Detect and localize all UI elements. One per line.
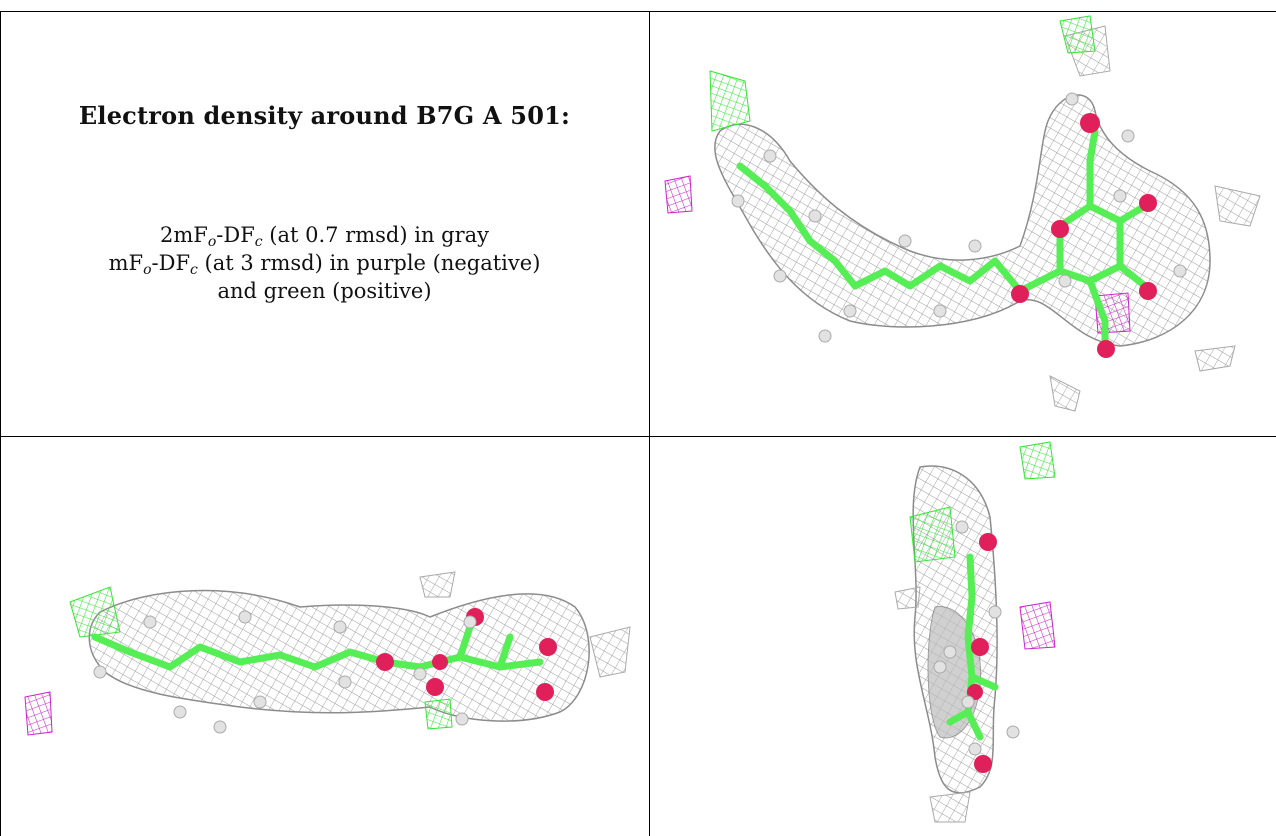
gray-density-mesh [714, 94, 1211, 347]
map-legend: 2mFo-DFc (at 0.7 rmsd) in gray mFo-DFc (… [0, 221, 649, 305]
table-divider-vertical [649, 11, 650, 836]
density-view-front [650, 11, 1276, 436]
legend-line-mfo: mFo-DFc (at 3 rmsd) in purple (negative) [108, 251, 541, 278]
density-view-side [0, 437, 649, 836]
density-image-front [664, 15, 1261, 412]
table-divider-horizontal [0, 436, 1276, 437]
table-border-top [0, 11, 1276, 12]
legend-line-2mfo: 2mFo-DFc (at 0.7 rmsd) in gray [159, 223, 490, 250]
figure-title: Electron density around B7G A 501: [78, 101, 571, 130]
density-image-side [24, 571, 631, 736]
table-border-left [0, 11, 1, 836]
density-image-end [894, 441, 1056, 823]
legend-line-colors: and green (positive) [217, 279, 432, 303]
density-view-end [650, 437, 1276, 836]
caption-cell: Electron density around B7G A 501: 2mFo-… [0, 11, 649, 436]
figure-table: Electron density around B7G A 501: 2mFo-… [0, 11, 1276, 836]
